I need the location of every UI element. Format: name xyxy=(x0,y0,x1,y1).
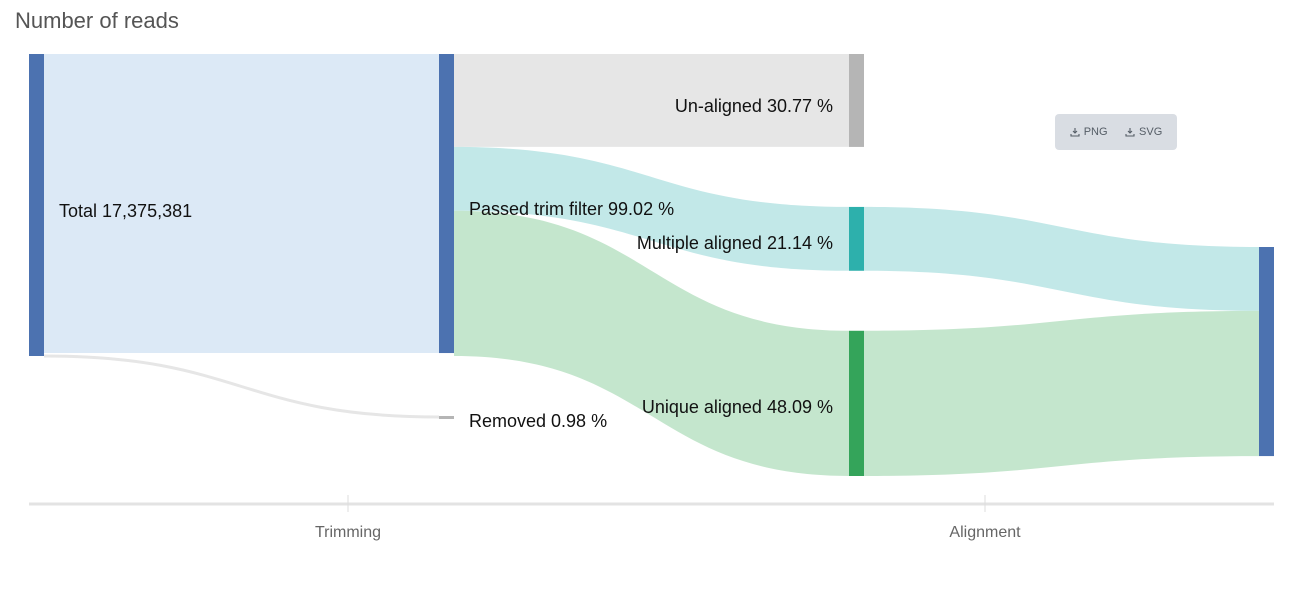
node-label-total: Total 17,375,381 xyxy=(59,201,192,221)
node-passed[interactable] xyxy=(439,54,454,354)
node-aligned[interactable] xyxy=(1259,247,1274,457)
stage-label-alignment: Alignment xyxy=(949,524,1021,541)
export-svg-label: SVG xyxy=(1139,126,1163,138)
chart-title: Number of reads xyxy=(15,8,179,33)
stage-axis: Trimming Alignment xyxy=(29,495,1274,541)
node-multiple[interactable] xyxy=(849,206,864,271)
link-passed-unaligned xyxy=(454,54,849,147)
node-label-unaligned: Un-aligned 30.77 % xyxy=(675,96,833,116)
node-label-removed: Removed 0.98 % xyxy=(469,411,607,431)
node-unique[interactable] xyxy=(849,330,864,476)
sankey-labels: Total 17,375,381 Passed trim filter 99.02… xyxy=(59,96,833,431)
export-toolbar: PNG SVG xyxy=(1055,114,1177,150)
node-removed[interactable] xyxy=(439,416,454,419)
node-total[interactable] xyxy=(29,54,44,356)
link-multiple-aligned xyxy=(864,206,1259,311)
link-passed-multiple xyxy=(454,146,849,271)
sankey-links xyxy=(43,54,1259,477)
node-unaligned[interactable] xyxy=(849,54,864,147)
node-label-passed: Passed trim filter 99.02 % xyxy=(469,199,674,219)
link-total-passed xyxy=(44,54,439,354)
node-label-unique: Unique aligned 48.09 % xyxy=(642,397,833,417)
download-icon xyxy=(1070,128,1080,137)
export-png-button[interactable]: PNG xyxy=(1070,126,1108,138)
node-label-multiple: Multiple aligned 21.14 % xyxy=(637,233,833,253)
export-png-label: PNG xyxy=(1083,126,1108,138)
stage-label-trimming: Trimming xyxy=(315,524,381,541)
link-total-removed xyxy=(43,354,440,419)
sankey-nodes xyxy=(29,54,1274,476)
link-unique-aligned xyxy=(864,310,1259,476)
link-passed-unique xyxy=(454,210,849,477)
export-svg-button[interactable]: SVG xyxy=(1125,126,1162,138)
download-icon xyxy=(1125,128,1135,137)
